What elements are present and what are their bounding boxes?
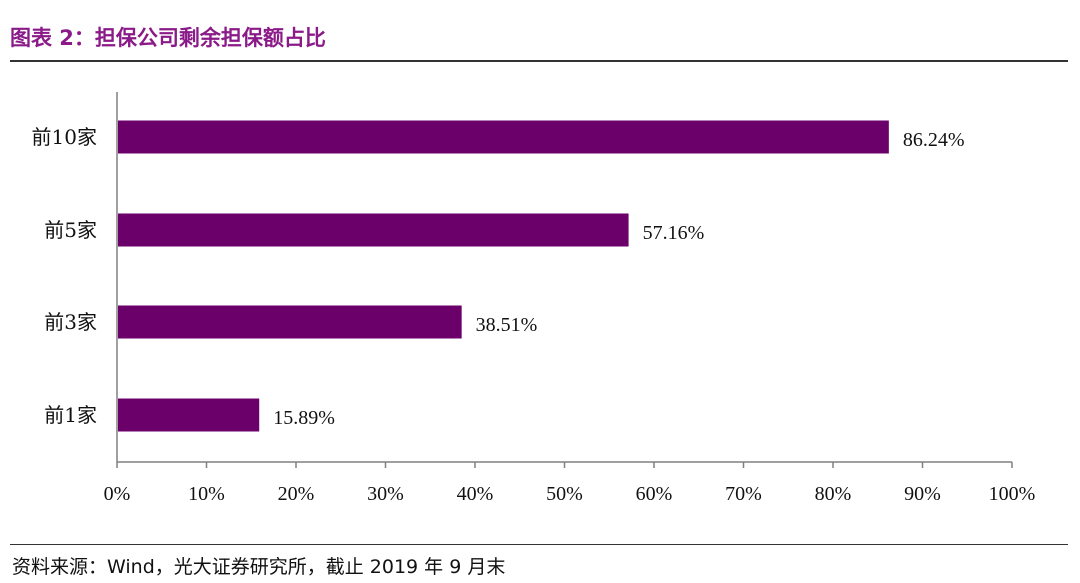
bar: [118, 305, 462, 339]
value-label: 38.51%: [476, 314, 538, 336]
category-label: 前10家: [32, 125, 97, 149]
bar: [118, 213, 629, 247]
x-tick-label: 20%: [278, 483, 315, 505]
source-note: 资料来源：Wind，光大证券研究所，截止 2019 年 9 月末: [12, 556, 506, 578]
value-label: 57.16%: [643, 222, 705, 244]
bar: [118, 398, 260, 432]
category-label: 前3家: [44, 310, 97, 334]
x-tick-label: 10%: [188, 483, 225, 505]
x-tick-label: 50%: [546, 483, 583, 505]
category-label: 前5家: [44, 218, 97, 242]
x-tick-label: 80%: [815, 483, 852, 505]
category-label: 前1家: [44, 403, 97, 427]
value-label: 15.89%: [273, 407, 335, 429]
x-tick-label: 60%: [636, 483, 673, 505]
x-tick-label: 100%: [989, 483, 1036, 505]
value-label: 86.24%: [903, 129, 965, 151]
x-tick-label: 40%: [457, 483, 494, 505]
title-divider: [10, 60, 1068, 62]
x-tick-label: 0%: [104, 483, 131, 505]
x-tick-label: 30%: [367, 483, 404, 505]
footer-divider: [10, 544, 1068, 545]
x-tick-label: 70%: [725, 483, 762, 505]
chart-title: 图表 2：担保公司剩余担保额占比: [10, 26, 326, 50]
bar: [118, 120, 889, 154]
x-tick-label: 90%: [904, 483, 941, 505]
